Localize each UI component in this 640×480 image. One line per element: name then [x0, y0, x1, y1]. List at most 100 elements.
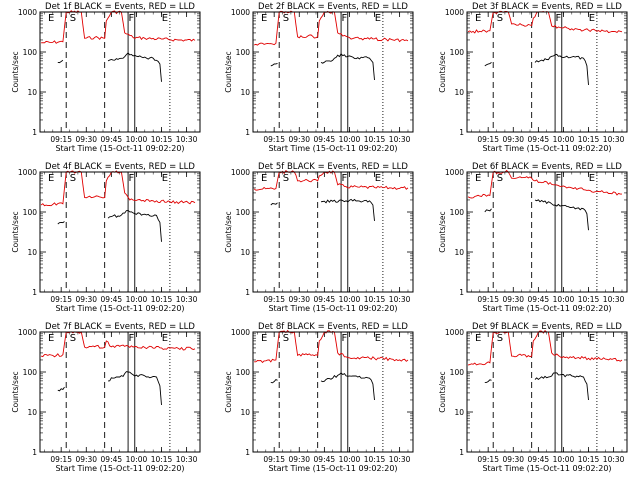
event-marker-label: F: [342, 333, 348, 344]
event-marker-label: E: [589, 13, 595, 24]
subplot-1: Det 1f BLACK = Events, RED = LLD Counts/s…: [11, 2, 201, 153]
y-tick-label: 1000: [18, 328, 37, 337]
event-marker-label: E: [261, 13, 267, 24]
x-axis-label: Start Time (15-Oct-11 09:02:20): [482, 464, 611, 473]
x-tick-label: 10:30: [389, 295, 411, 304]
event-marker-label: E: [48, 333, 54, 344]
x-axis-label: Start Time (15-Oct-11 09:02:20): [268, 144, 397, 153]
x-axis-label: Start Time (15-Oct-11 09:02:20): [55, 464, 184, 473]
y-tick-label: 1000: [445, 328, 464, 337]
y-tick-label: 1: [245, 288, 250, 297]
x-tick-label: 09:45: [101, 295, 123, 304]
y-tick-label: 100: [450, 368, 465, 377]
y-axis-label: Counts/sec: [11, 211, 20, 252]
subplot-5: Det 5f BLACK = Events, RED = LLD Counts/s…: [224, 162, 414, 313]
y-axis-label: Counts/sec: [224, 51, 233, 92]
series-line-events: [534, 372, 589, 401]
y-axis-label: Counts/sec: [11, 51, 20, 92]
y-tick-label: 10: [454, 248, 464, 257]
series-line-events: [57, 386, 65, 392]
x-axis-label: Start Time (15-Oct-11 09:02:20): [55, 304, 184, 313]
y-tick-label: 100: [236, 208, 251, 217]
series-line-events: [320, 372, 375, 401]
x-tick-label: 10:15: [578, 295, 600, 304]
event-marker-label: E: [475, 13, 481, 24]
event-marker-label: S: [497, 333, 503, 344]
series-line-events: [270, 202, 278, 206]
event-marker-label: F: [342, 173, 348, 184]
x-tick-label: 09:15: [263, 135, 285, 144]
series-line-lld: [254, 329, 409, 364]
series-line-events: [107, 371, 162, 406]
x-tick-label: 10:00: [553, 295, 575, 304]
subplot-title: Det 5f BLACK = Events, RED = LLD: [258, 162, 408, 172]
series-line-events: [107, 209, 162, 242]
series-line-events: [484, 208, 492, 213]
y-tick-label: 100: [23, 368, 38, 377]
series-line-events: [270, 379, 278, 384]
y-axis-label: Counts/sec: [438, 211, 447, 252]
x-tick-label: 09:45: [528, 295, 550, 304]
x-tick-label: 09:30: [288, 455, 310, 464]
y-tick-label: 100: [450, 48, 465, 57]
x-tick-label: 10:30: [603, 455, 625, 464]
event-marker-label: F: [556, 333, 562, 344]
y-axis-label: Counts/sec: [224, 371, 233, 412]
x-tick-label: 10:30: [176, 295, 198, 304]
series-line-lld: [41, 10, 196, 44]
x-tick-label: 09:15: [50, 455, 72, 464]
x-axis-label: Start Time (15-Oct-11 09:02:20): [268, 464, 397, 473]
x-tick-label: 10:30: [176, 135, 198, 144]
event-marker-label: E: [48, 13, 54, 24]
plot-frame: [252, 11, 414, 133]
event-marker-label: F: [342, 13, 348, 24]
y-tick-label: 1: [32, 448, 37, 457]
x-tick-label: 09:15: [263, 295, 285, 304]
x-tick-label: 10:00: [553, 455, 575, 464]
subplot-4: Det 4f BLACK = Events, RED = LLD Counts/s…: [11, 162, 201, 313]
series-line-lld: [253, 10, 409, 46]
x-tick-label: 10:15: [151, 295, 173, 304]
y-tick-label: 1: [459, 448, 464, 457]
y-tick-label: 10: [240, 248, 250, 257]
series-line-events: [57, 221, 65, 225]
event-marker-label: E: [375, 13, 381, 24]
x-tick-label: 09:30: [75, 295, 97, 304]
y-tick-label: 1: [245, 448, 250, 457]
x-tick-label: 09:45: [314, 135, 336, 144]
x-tick-label: 09:45: [314, 295, 336, 304]
event-marker-label: E: [589, 173, 595, 184]
x-tick-label: 10:15: [151, 135, 173, 144]
subplot-6: Det 6f BLACK = Events, RED = LLD Counts/s…: [438, 162, 628, 313]
event-marker-label: S: [497, 173, 503, 184]
y-tick-label: 10: [240, 408, 250, 417]
event-marker-label: E: [375, 333, 381, 344]
subplot-title: Det 8f BLACK = Events, RED = LLD: [258, 322, 408, 332]
y-tick-label: 1000: [18, 8, 37, 17]
x-tick-label: 09:45: [101, 135, 123, 144]
x-tick-label: 10:30: [603, 295, 625, 304]
x-tick-label: 10:30: [389, 455, 411, 464]
event-marker-label: E: [162, 13, 168, 24]
x-tick-label: 09:15: [477, 455, 499, 464]
subplot-title: Det 2f BLACK = Events, RED = LLD: [258, 2, 408, 12]
x-tick-label: 10:00: [339, 295, 361, 304]
series-line-lld: [253, 169, 409, 191]
subplot-title: Det 3f BLACK = Events, RED = LLD: [472, 2, 622, 12]
plot-frame: [39, 171, 201, 293]
series-line-events: [534, 53, 589, 86]
x-tick-label: 09:30: [75, 135, 97, 144]
y-tick-label: 100: [23, 48, 38, 57]
y-axis-label: Counts/sec: [224, 211, 233, 252]
y-tick-label: 1: [245, 128, 250, 137]
event-marker-label: F: [129, 333, 135, 344]
x-axis-label: Start Time (15-Oct-11 09:02:20): [482, 144, 611, 153]
event-marker-label: E: [589, 333, 595, 344]
subplot-9: Det 9f BLACK = Events, RED = LLD Counts/s…: [438, 322, 628, 473]
x-tick-label: 09:30: [288, 135, 310, 144]
x-tick-label: 10:15: [578, 455, 600, 464]
x-tick-label: 10:00: [339, 135, 361, 144]
x-tick-label: 09:45: [314, 455, 336, 464]
y-tick-label: 100: [236, 48, 251, 57]
subplot-8: Det 8f BLACK = Events, RED = LLD Counts/s…: [224, 322, 414, 473]
